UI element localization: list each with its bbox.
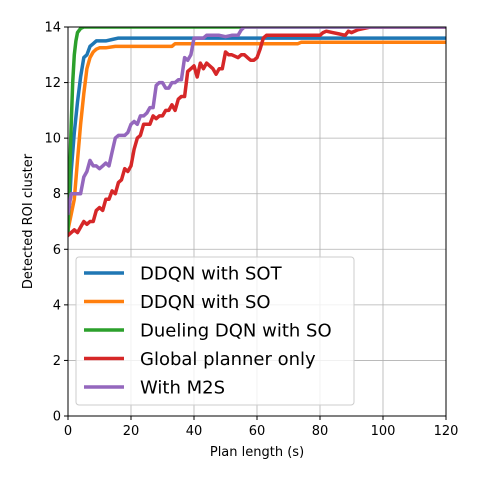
y-tick-label: 2 (53, 354, 61, 369)
x-tick-label: 0 (64, 424, 72, 439)
x-axis-label: Plan length (s) (210, 445, 304, 460)
legend-label: Global planner only (140, 349, 316, 370)
x-tick-label: 20 (123, 424, 140, 439)
y-tick-label: 10 (44, 132, 61, 147)
series-line-2 (68, 40, 446, 232)
legend-label: With M2S (140, 378, 225, 399)
y-tick-label: 4 (53, 298, 61, 313)
series-layer (68, 27, 446, 238)
legend-label: Dueling DQN with SO (140, 321, 332, 342)
y-tick-label: 12 (44, 76, 61, 91)
series-line-3 (68, 27, 446, 235)
y-tick-label: 6 (53, 243, 61, 258)
series-line-5 (68, 27, 446, 216)
legend-box (75, 256, 355, 406)
series-line-4 (68, 27, 446, 238)
y-tick-label: 14 (44, 21, 61, 36)
y-tick-label: 0 (53, 410, 61, 425)
x-tick-label: 40 (186, 424, 203, 439)
y-tick-label: 8 (53, 187, 61, 202)
x-tick-label: 80 (312, 424, 329, 439)
x-tick-label: 100 (371, 424, 396, 439)
y-axis-label: Detected ROI cluster (21, 153, 36, 289)
legend-label: DDQN with SOT (140, 264, 283, 285)
x-tick-label: 120 (434, 424, 459, 439)
x-tick-label: 60 (249, 424, 266, 439)
legend-label: DDQN with SO (140, 292, 271, 313)
axis-ticks: 0 20 40 60 80 100 120 0 2 4 6 8 10 12 14 (44, 21, 458, 440)
grid-lines (67, 26, 447, 417)
legend: DDQN with SOT DDQN with SO Dueling DQN wit… (75, 256, 355, 406)
